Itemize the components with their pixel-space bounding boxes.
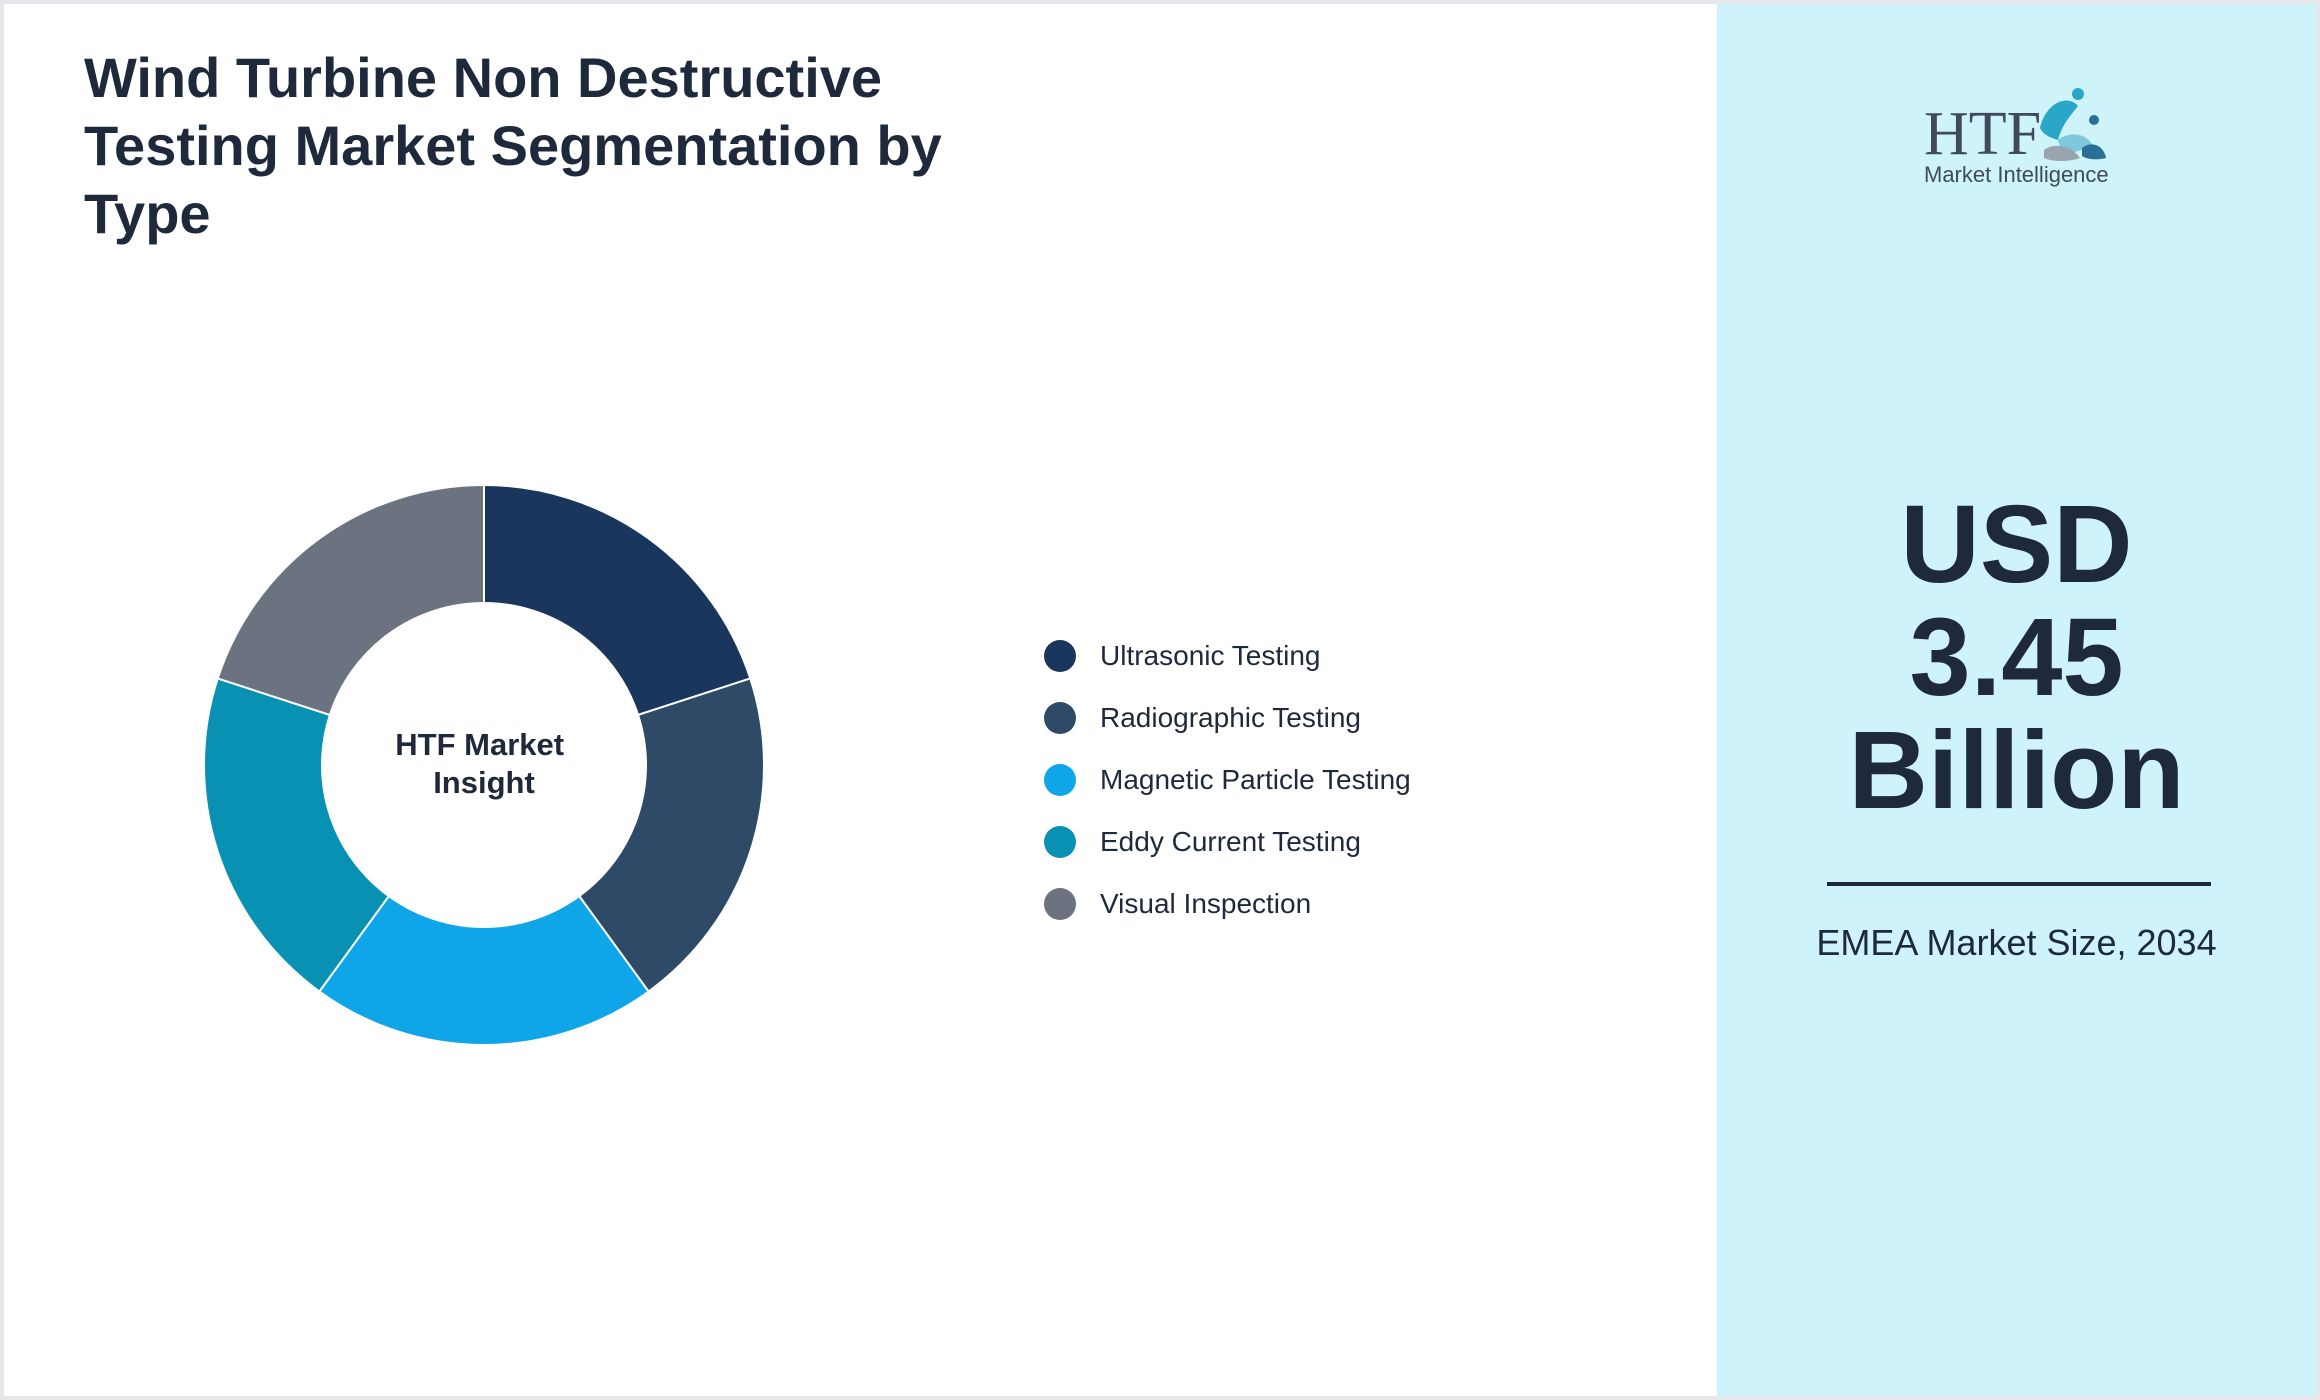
legend-swatch — [1044, 888, 1076, 920]
center-label-line-1: HTF Market — [395, 727, 564, 762]
legend-swatch — [1044, 640, 1076, 672]
donut-slice-visual-inspection — [216, 483, 485, 717]
logo-figures-icon — [2040, 88, 2106, 161]
donut-slice-radiographic-testing — [577, 677, 765, 993]
legend-label: Radiographic Testing — [1100, 702, 1361, 733]
legend-item: Visual Inspection — [1044, 873, 1411, 935]
legend-swatch — [1044, 702, 1076, 734]
legend-label: Magnetic Particle Testing — [1100, 764, 1411, 795]
legend-item: Magnetic Particle Testing — [1044, 749, 1411, 811]
legend-item: Radiographic Testing — [1044, 687, 1411, 749]
legend-item: Ultrasonic Testing — [1044, 625, 1411, 687]
logo-text: HTF — [1924, 100, 2041, 168]
htf-logo: HTF Market Intelligence — [1924, 88, 2109, 187]
market-size-unit: Billion — [1848, 709, 2185, 832]
donut-slice-eddy-current-testing — [203, 677, 391, 993]
donut-slice-magnetic-particle-testing — [318, 894, 650, 1047]
chart-title: Wind Turbine Non Destructive Testing Mar… — [84, 46, 942, 245]
market-size-caption: EMEA Market Size, 2034 — [1816, 922, 2217, 963]
logo-subtext: Market Intelligence — [1924, 162, 2109, 187]
page-frame: Wind Turbine Non Destructive Testing Mar… — [4, 4, 2316, 1396]
donut-slice-ultrasonic-testing — [483, 483, 752, 717]
legend-swatch — [1044, 826, 1076, 858]
market-size-number: 3.45 — [1909, 596, 2124, 719]
center-label: HTF Market Insight — [395, 727, 572, 800]
legend-item: Eddy Current Testing — [1044, 811, 1411, 873]
legend-swatch — [1044, 764, 1076, 796]
market-size-currency: USD — [1900, 483, 2133, 606]
divider — [1827, 882, 2211, 886]
market-size-panel: HTF Market Intelligence USD 3.45 Billion… — [1717, 4, 2316, 1396]
legend-label: Ultrasonic Testing — [1100, 640, 1321, 671]
donut-chart: HTF Market Insight — [203, 483, 765, 1047]
chart-legend: Ultrasonic Testing Radiographic Testing Ma… — [1044, 625, 1411, 935]
legend-label: Eddy Current Testing — [1100, 826, 1361, 857]
market-size-value: USD 3.45 Billion — [1717, 488, 2316, 827]
legend-label: Visual Inspection — [1100, 888, 1312, 919]
center-label-line-2: Insight — [433, 765, 535, 800]
